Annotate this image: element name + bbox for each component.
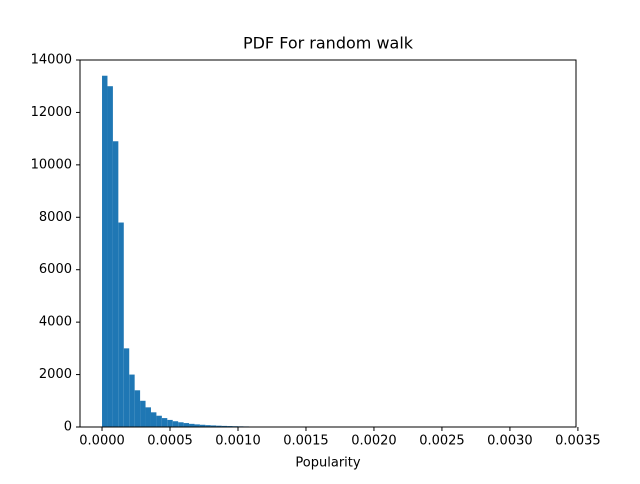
bar xyxy=(140,401,145,427)
bar xyxy=(167,420,172,427)
y-tick-label: 14000 xyxy=(31,53,72,68)
y-tick-label: 2000 xyxy=(39,367,72,382)
x-tick-label: 0.0025 xyxy=(419,434,465,449)
axes-frame xyxy=(80,60,576,427)
y-tick-label: 0 xyxy=(64,420,72,435)
bar xyxy=(135,390,140,427)
bar xyxy=(184,423,189,427)
x-tick-label: 0.0015 xyxy=(283,434,329,449)
bar xyxy=(129,375,134,427)
bar xyxy=(178,422,183,427)
bar xyxy=(151,412,156,427)
x-tick-label: 0.0005 xyxy=(147,434,193,449)
bar xyxy=(118,223,123,427)
bar xyxy=(146,407,151,427)
bar xyxy=(173,421,178,427)
x-tick-label: 0.0030 xyxy=(487,434,533,449)
bar xyxy=(107,86,112,427)
y-tick-label: 12000 xyxy=(31,105,72,120)
y-tick-label: 6000 xyxy=(39,262,72,277)
x-tick-label: 0.0000 xyxy=(79,434,125,449)
x-axis-label: Popularity xyxy=(295,456,360,471)
bar xyxy=(156,416,161,427)
bar xyxy=(162,418,167,427)
bar xyxy=(124,348,129,427)
bar xyxy=(113,141,118,427)
x-tick-label: 0.0020 xyxy=(351,434,397,449)
y-tick-label: 10000 xyxy=(31,157,72,172)
y-tick-label: 8000 xyxy=(39,210,72,225)
chart-title: PDF For random walk xyxy=(243,34,414,53)
x-tick-label: 0.0010 xyxy=(215,434,261,449)
bar xyxy=(102,76,107,427)
x-tick-label: 0.0035 xyxy=(555,434,601,449)
y-tick-label: 4000 xyxy=(39,315,72,330)
